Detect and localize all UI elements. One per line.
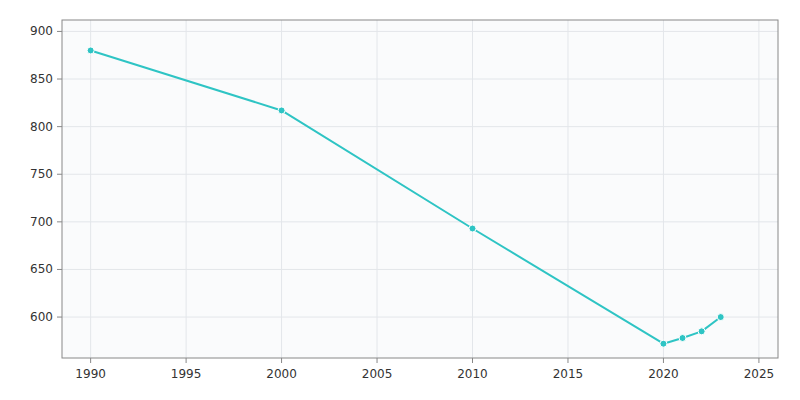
chart-svg: 1990 1995 2000 2005 2010 2015 2020 2025 600 650 70…: [0, 0, 800, 400]
x-grid-line: [472, 20, 473, 358]
y-tick-label: 850: [30, 72, 53, 86]
y-tick-label: 700: [30, 215, 53, 229]
y-grid-line: [62, 269, 778, 270]
x-grid-line: [377, 20, 378, 358]
y-grid-line: [62, 31, 778, 32]
x-tick: [663, 358, 664, 363]
plot-area: [62, 20, 778, 358]
y-tick: [57, 126, 62, 127]
x-grid-line: [663, 20, 664, 358]
y-tick-label: 600: [30, 310, 53, 324]
y-grid-line: [62, 317, 778, 318]
series: [87, 47, 724, 347]
y-tick: [57, 79, 62, 80]
y-tick: [57, 174, 62, 175]
y-tick: [57, 221, 62, 222]
y-tick-label: 900: [30, 24, 53, 38]
y-tick-label: 750: [30, 167, 53, 181]
x-tick-label: 2020: [648, 367, 679, 381]
y-grid-line: [62, 126, 778, 127]
point: [717, 314, 724, 321]
x-tick: [377, 358, 378, 363]
point: [87, 47, 94, 54]
x-tick: [90, 358, 91, 363]
x-tick-label: 2000: [266, 367, 297, 381]
y-grid-line: [62, 174, 778, 175]
point: [278, 107, 285, 114]
x-tick: [758, 358, 759, 363]
plot-frame: [62, 20, 778, 358]
y-tick-label: 650: [30, 262, 53, 276]
x-tick-label: 2025: [744, 367, 775, 381]
x-tick-label: 2005: [362, 367, 393, 381]
y-tick: [57, 269, 62, 270]
y-tick-label: 800: [30, 120, 53, 134]
x-tick-label: 1990: [75, 367, 106, 381]
point: [698, 328, 705, 335]
point: [660, 340, 667, 347]
point: [679, 335, 686, 342]
y-grid-line: [62, 221, 778, 222]
x-tick-label: 2010: [457, 367, 488, 381]
point: [469, 225, 476, 232]
x-tick-label: 2015: [553, 367, 584, 381]
x-tick-label: 1995: [171, 367, 202, 381]
axes: 1990 1995 2000 2005 2010 2015 2020 2025 600 650 70…: [30, 24, 774, 381]
line: [91, 50, 721, 343]
x-grid-line: [758, 20, 759, 358]
grid: [62, 20, 778, 358]
chart-container: 1990 1995 2000 2005 2010 2015 2020 2025 600 650 70…: [0, 0, 800, 400]
x-grid-line: [281, 20, 282, 358]
x-grid-line: [186, 20, 187, 358]
x-grid-line: [90, 20, 91, 358]
y-tick: [57, 31, 62, 32]
y-grid-line: [62, 79, 778, 80]
x-tick: [186, 358, 187, 363]
y-tick: [57, 317, 62, 318]
x-tick: [472, 358, 473, 363]
x-tick: [567, 358, 568, 363]
x-tick: [281, 358, 282, 363]
x-grid-line: [567, 20, 568, 358]
